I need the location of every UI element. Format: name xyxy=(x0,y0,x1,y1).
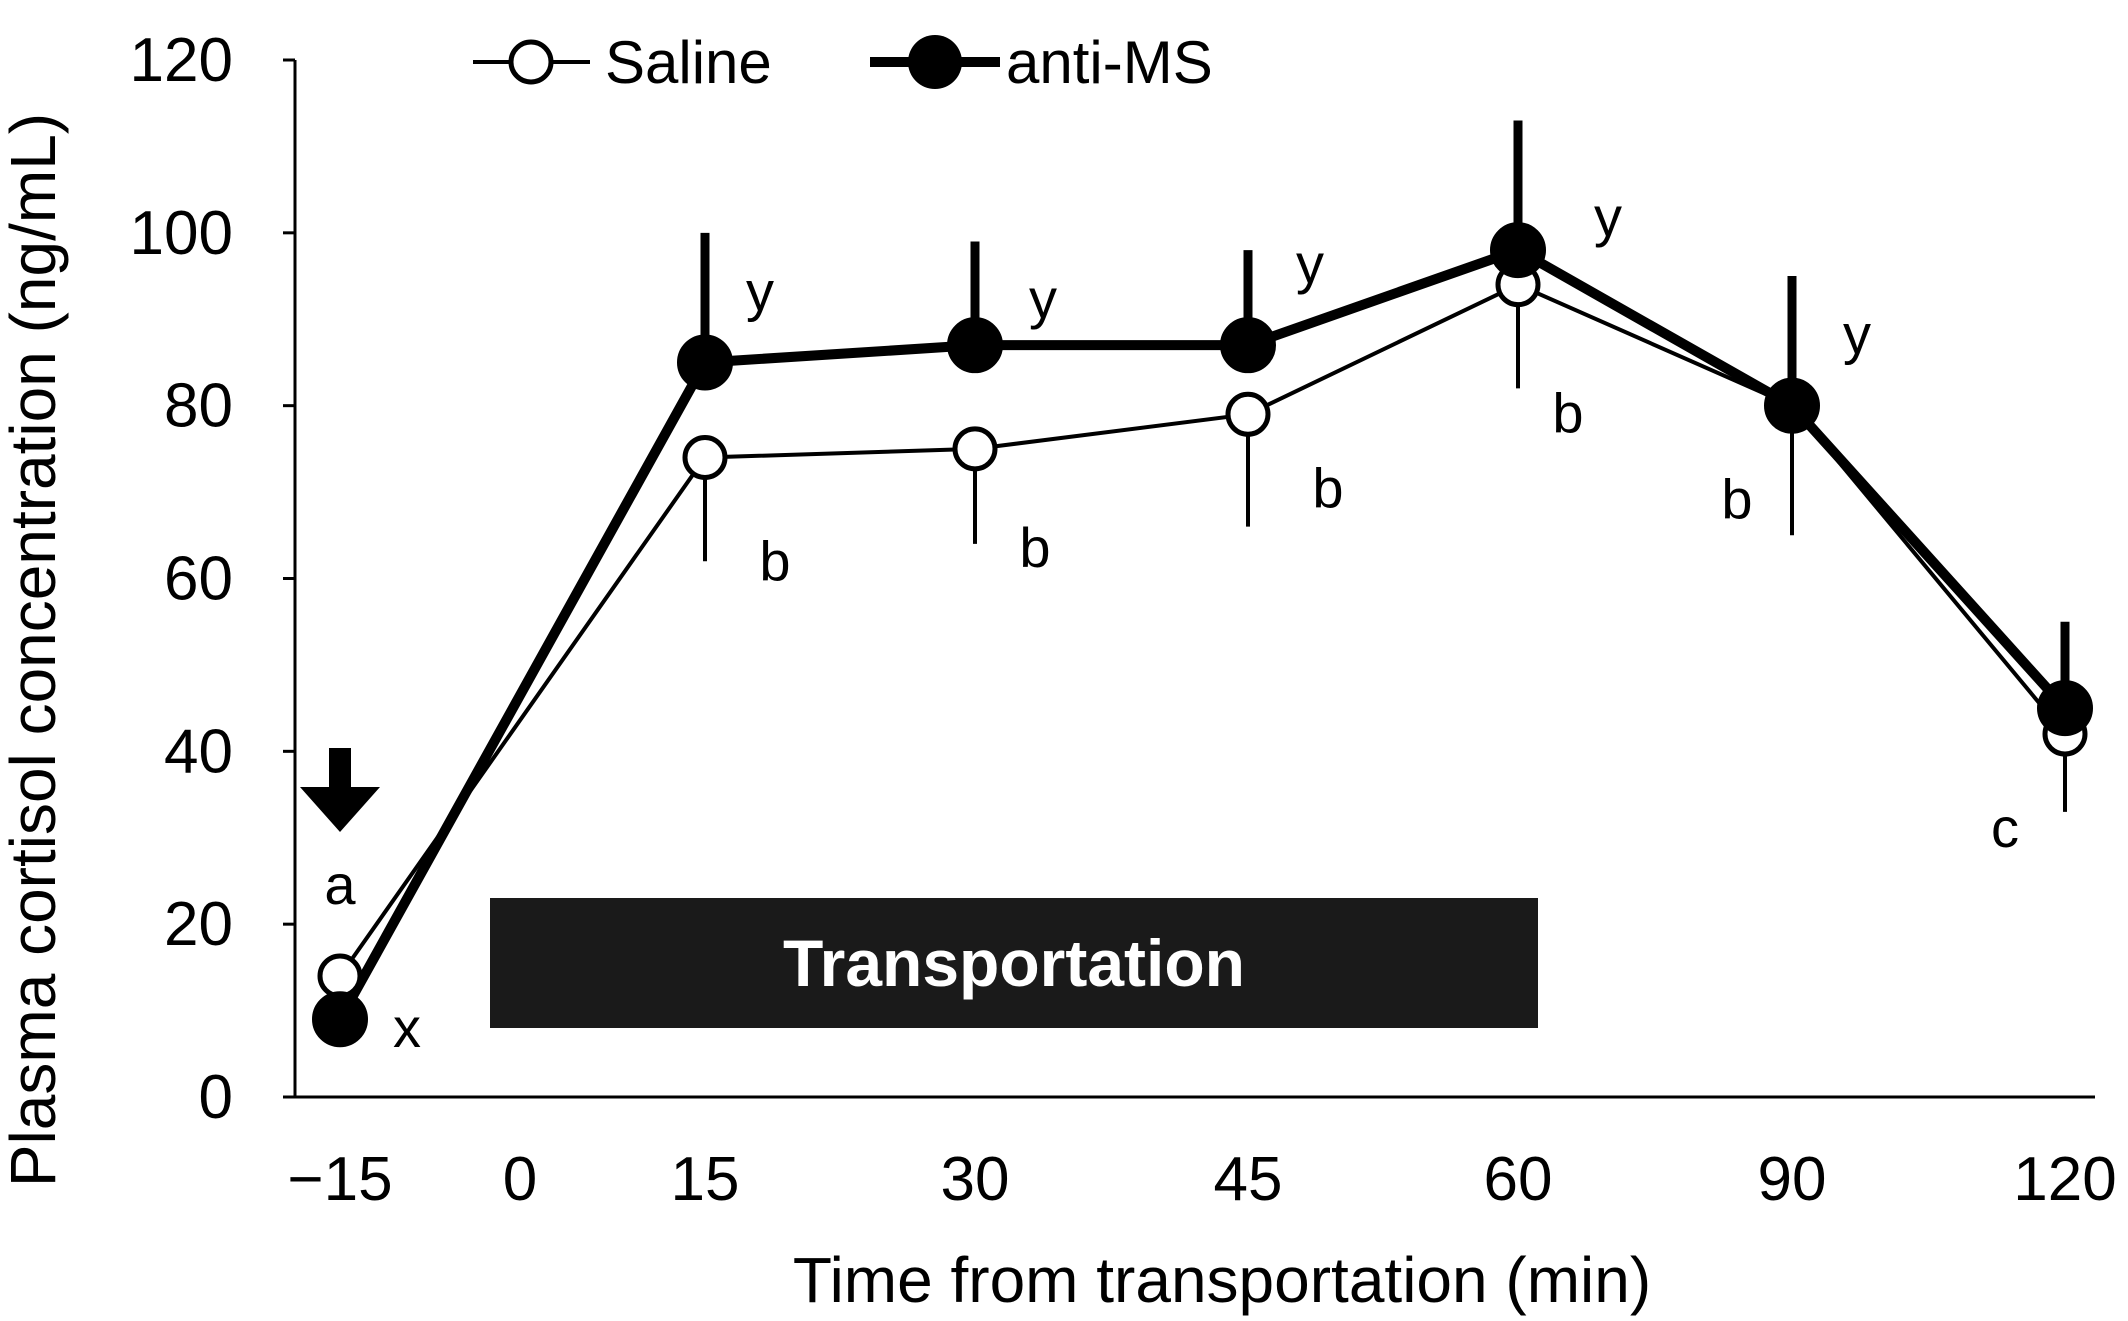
x-tick-label: 15 xyxy=(671,1145,740,1214)
significance-letter-saline: c xyxy=(1991,796,2019,859)
error-bars xyxy=(700,120,2070,812)
x-tick-labels: −15 0 15 30 45 60 90 120 xyxy=(287,1145,2116,1214)
x-tick-label: 30 xyxy=(941,1145,1010,1214)
significance-letter-anti-ms: y xyxy=(1594,185,1622,248)
significance-letter-anti-ms: y xyxy=(746,259,774,322)
data-point-saline xyxy=(682,435,728,481)
legend-marker-saline xyxy=(508,39,554,85)
transportation-bar: Transportation xyxy=(490,898,1538,1028)
significance-letter-saline: b xyxy=(1312,456,1343,519)
transportation-bar-label: Transportation xyxy=(783,926,1245,1000)
data-point-anti-ms xyxy=(1220,317,1276,374)
x-tick-label: 90 xyxy=(1758,1145,1827,1214)
significance-letter-saline: b xyxy=(759,530,790,593)
transportation-bar-rect xyxy=(490,898,1538,1028)
significance-letter-anti-ms: y xyxy=(1843,303,1871,366)
significance-letter-saline: b xyxy=(1721,468,1752,531)
significance-letter-saline: a xyxy=(324,853,356,916)
y-tick-label: 100 xyxy=(130,199,233,268)
y-tick-label: 40 xyxy=(164,717,233,786)
treatment-arrow-icon xyxy=(300,748,380,832)
x-tick-label: 0 xyxy=(503,1145,537,1214)
y-tick-labels: 0 20 40 60 80 100 120 xyxy=(130,26,295,1132)
y-tick-label: 60 xyxy=(164,545,233,614)
x-tick-label: −15 xyxy=(287,1145,392,1214)
data-point-anti-ms xyxy=(2037,680,2093,737)
x-tick-label: 120 xyxy=(2013,1145,2116,1214)
x-axis-title: Time from transportation (min) xyxy=(793,1244,1651,1316)
down-arrow-shape xyxy=(300,748,380,832)
x-tick-label: 60 xyxy=(1484,1145,1553,1214)
x-tick-label: 45 xyxy=(1214,1145,1283,1214)
data-point-anti-ms xyxy=(1764,377,1820,434)
series-markers xyxy=(312,222,2093,1048)
legend-label-saline: Saline xyxy=(605,29,772,96)
data-point-saline xyxy=(317,953,363,999)
significance-letter-saline: b xyxy=(1552,382,1583,445)
data-point-saline xyxy=(952,426,998,472)
significance-letter-anti-ms: y xyxy=(1029,267,1057,330)
y-tick-label: 0 xyxy=(199,1063,233,1132)
y-tick-label: 120 xyxy=(130,26,233,95)
significance-letters: abbbbbcxyyyyyz xyxy=(324,185,2019,1059)
y-axis-title: Plasma cortisol concentration (ng/mL) xyxy=(0,113,69,1187)
legend-marker-anti-ms xyxy=(908,35,962,89)
data-point-anti-ms xyxy=(312,991,368,1048)
data-point-anti-ms xyxy=(1490,222,1546,279)
legend: Saline anti-MS xyxy=(473,29,1213,96)
significance-letter-anti-ms: y xyxy=(1296,232,1324,295)
legend-label-anti-ms: anti-MS xyxy=(1006,29,1213,96)
data-point-saline xyxy=(1225,391,1271,437)
significance-letter-saline: b xyxy=(1019,516,1050,579)
y-tick-label: 80 xyxy=(164,372,233,441)
data-point-anti-ms xyxy=(677,334,733,391)
significance-letter-anti-ms: x xyxy=(393,996,421,1059)
data-point-anti-ms xyxy=(947,317,1003,374)
y-tick-label: 20 xyxy=(164,890,233,959)
